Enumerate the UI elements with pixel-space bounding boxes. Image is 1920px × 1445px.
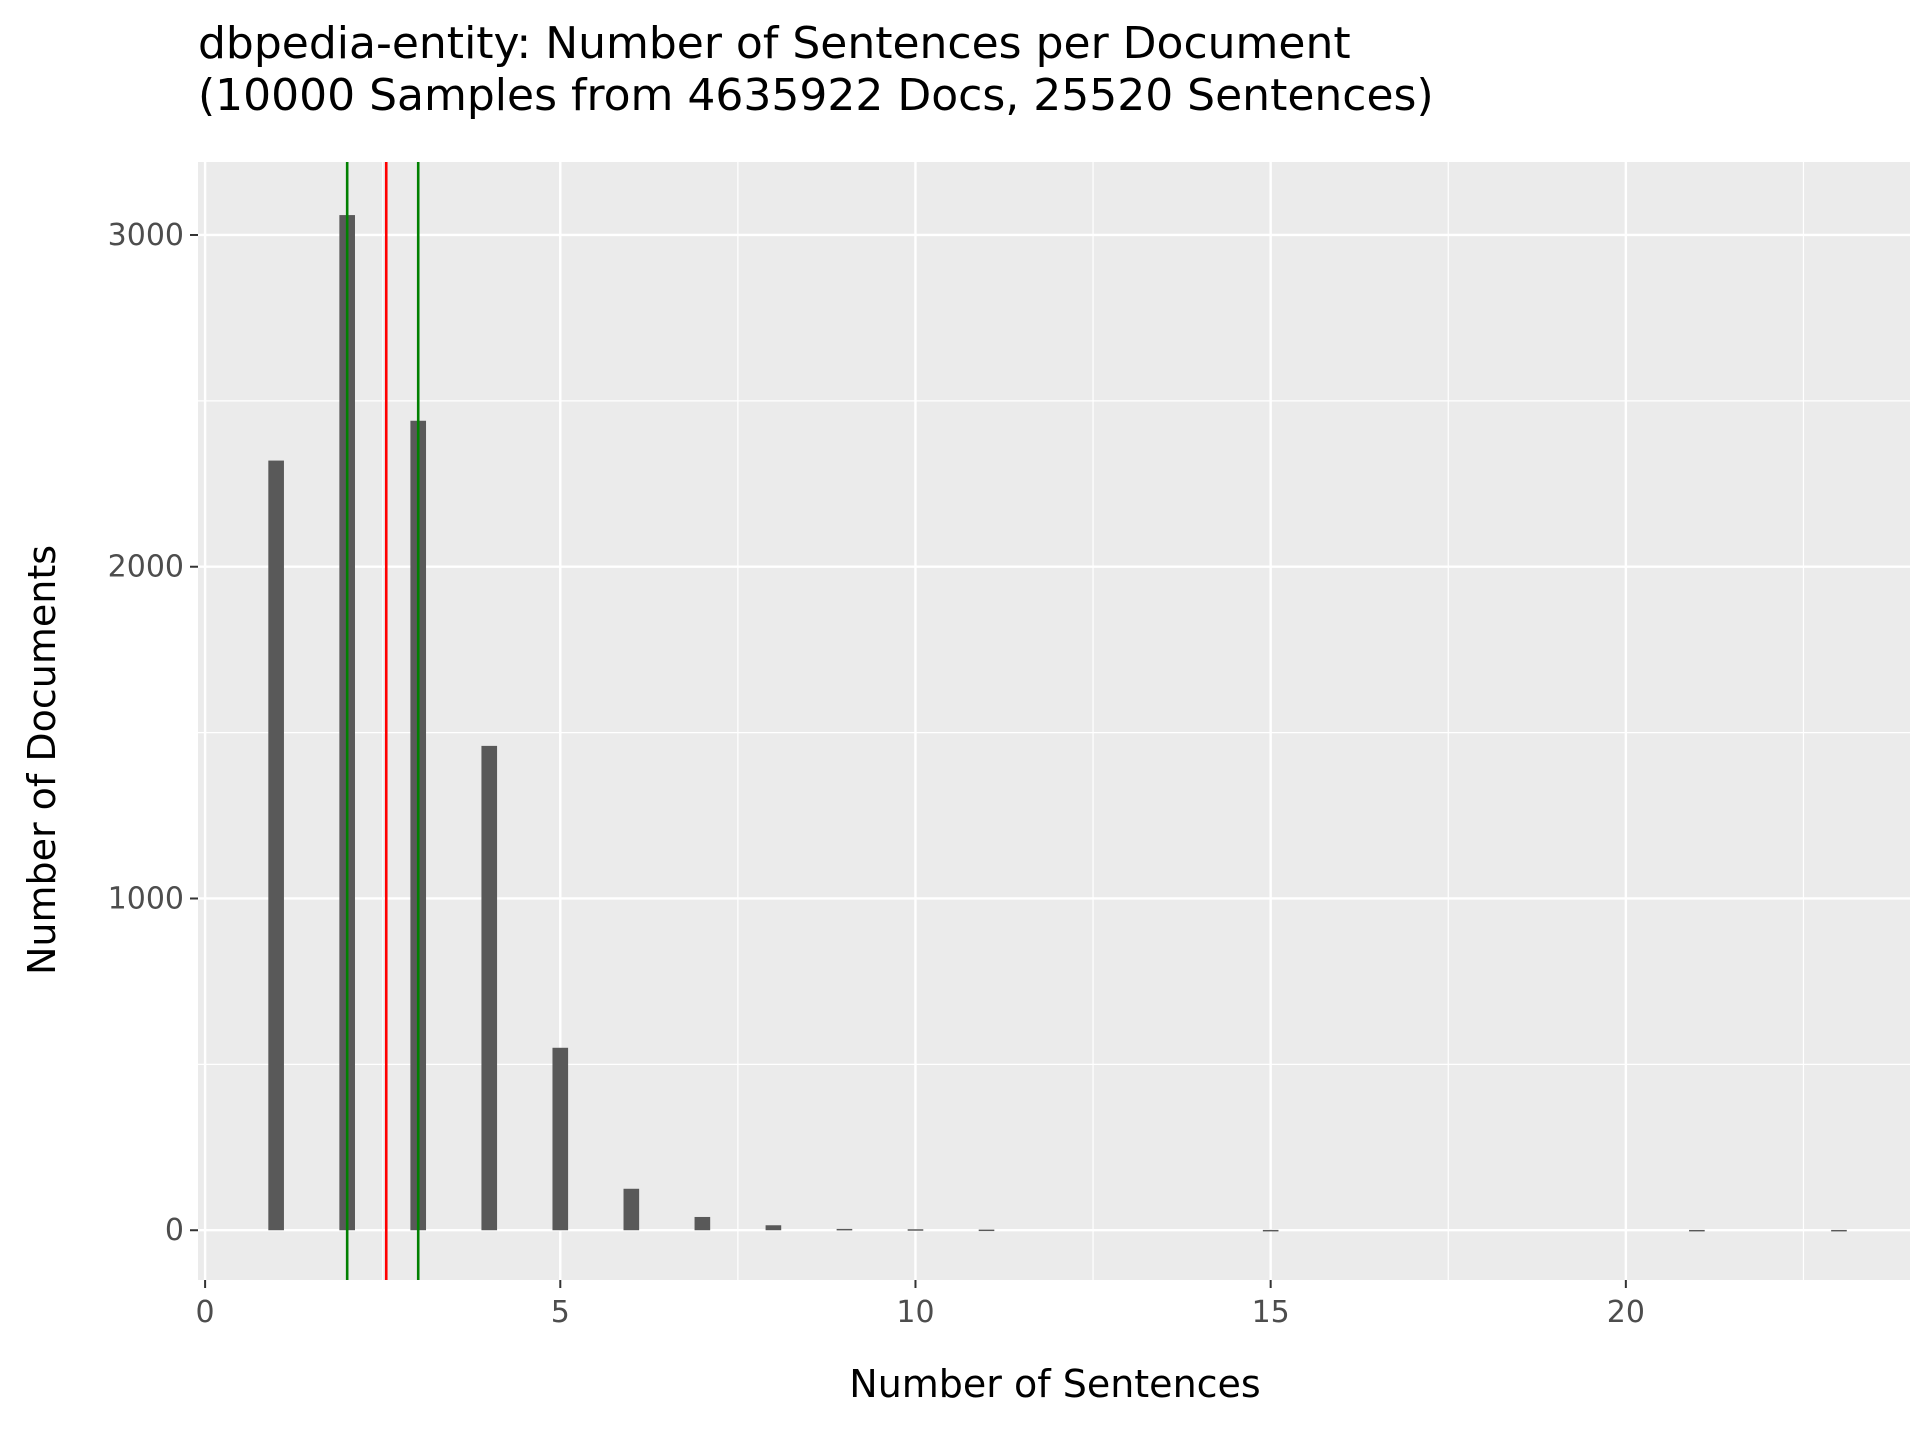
x-tick-label: 10 xyxy=(896,1295,934,1330)
x-tick-label: 15 xyxy=(1252,1295,1290,1330)
histogram-bar xyxy=(268,460,284,1231)
x-tick-label: 20 xyxy=(1607,1295,1645,1330)
histogram-bar xyxy=(765,1225,782,1231)
x-axis-label: Number of Sentences xyxy=(849,1362,1260,1406)
histogram-bar xyxy=(481,745,498,1231)
histogram-bar xyxy=(552,1047,569,1231)
x-tick-label: 0 xyxy=(196,1295,215,1330)
histogram-bar xyxy=(1831,1229,1847,1232)
histogram-bar xyxy=(623,1188,640,1231)
histogram-bar xyxy=(978,1229,995,1232)
y-tick-label: 2000 xyxy=(108,550,184,585)
plot-panel xyxy=(198,162,1910,1280)
histogram-bar xyxy=(1262,1229,1279,1232)
histogram-bar xyxy=(1689,1229,1705,1232)
y-tick-label: 3000 xyxy=(108,218,184,253)
y-axis-label: Number of Documents xyxy=(20,545,64,975)
chart-title-line-1: dbpedia-entity: Number of Sentences per … xyxy=(198,18,1351,69)
chart-title-line-2: (10000 Samples from 4635922 Docs, 25520 … xyxy=(198,70,1434,121)
y-tick-label: 1000 xyxy=(108,881,184,916)
y-tick-label: 0 xyxy=(165,1213,184,1248)
histogram-bar xyxy=(836,1228,853,1231)
histogram-bar xyxy=(907,1229,924,1231)
histogram-bar xyxy=(694,1216,711,1231)
x-tick-label: 5 xyxy=(551,1295,570,1330)
